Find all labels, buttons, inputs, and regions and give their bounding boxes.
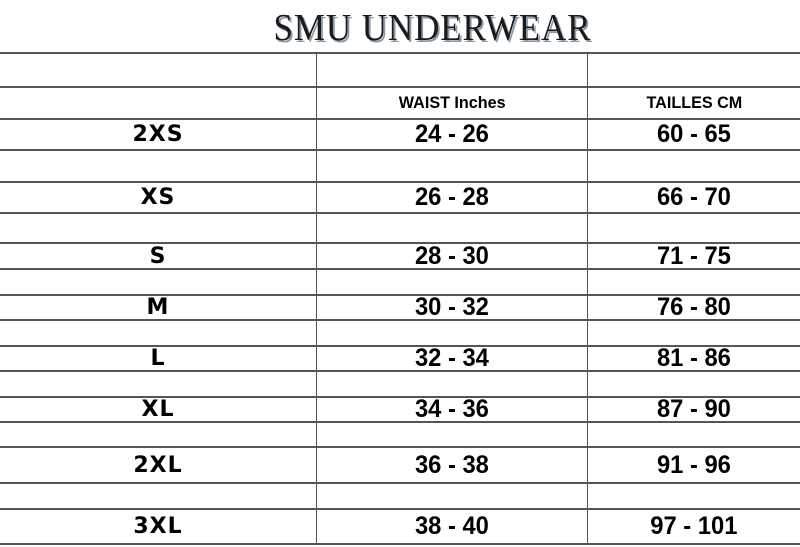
cell-waist: 24 - 26 xyxy=(317,119,587,150)
header-cm-label: TAILLES CM xyxy=(646,93,742,112)
column-divider xyxy=(316,53,317,545)
row-divider xyxy=(0,86,800,88)
cell-waist: 26 - 28 xyxy=(317,182,587,213)
size-value: M xyxy=(146,295,170,320)
waist-value: 26 - 28 xyxy=(415,183,489,211)
row-divider xyxy=(0,181,800,183)
cell-waist: 32 - 34 xyxy=(317,344,587,372)
size-value: XL xyxy=(141,397,175,422)
cell-cm: 76 - 80 xyxy=(588,293,800,321)
size-value: 2XL xyxy=(133,452,183,478)
size-value: XS xyxy=(140,185,176,210)
cell-cm: 66 - 70 xyxy=(588,182,800,213)
page-title: SMU UNDERWEAR xyxy=(273,7,592,49)
cm-value: 60 - 65 xyxy=(657,120,731,148)
column-divider xyxy=(587,53,588,545)
cell-size: 2XL xyxy=(0,447,316,483)
cell-size: S xyxy=(0,243,316,269)
row-divider xyxy=(0,396,800,398)
cell-size: XS xyxy=(0,182,316,213)
cell-size: L xyxy=(0,346,316,371)
size-value: S xyxy=(149,243,167,269)
row-divider xyxy=(0,118,800,120)
cell-size: M xyxy=(0,295,316,320)
cm-value: 91 - 96 xyxy=(657,450,731,479)
row-divider xyxy=(0,482,800,484)
cm-value: 66 - 70 xyxy=(657,183,731,211)
row-divider xyxy=(0,543,800,545)
cell-cm: 87 - 90 xyxy=(588,395,800,423)
row-divider xyxy=(0,370,800,372)
cell-cm: 60 - 65 xyxy=(588,119,800,150)
cm-value: 87 - 90 xyxy=(657,395,731,423)
cell-waist: 28 - 30 xyxy=(317,241,587,270)
cm-value: 81 - 86 xyxy=(657,344,731,372)
row-divider xyxy=(0,421,800,423)
row-divider xyxy=(0,149,800,151)
row-divider xyxy=(0,446,800,448)
cell-cm: 91 - 96 xyxy=(588,447,800,483)
header-waist: WAIST Inches xyxy=(317,87,587,119)
waist-value: 34 - 36 xyxy=(415,395,489,423)
cell-waist: 38 - 40 xyxy=(317,509,587,544)
size-value: 3XL xyxy=(133,514,183,539)
row-divider xyxy=(0,52,800,54)
waist-value: 36 - 38 xyxy=(415,450,489,479)
cell-cm: 71 - 75 xyxy=(588,241,800,270)
waist-value: 30 - 32 xyxy=(415,293,489,321)
cm-value: 76 - 80 xyxy=(657,293,731,321)
cm-value: 97 - 101 xyxy=(650,512,738,540)
size-value: 2XS xyxy=(132,122,184,147)
cell-size: 3XL xyxy=(0,509,316,544)
waist-value: 32 - 34 xyxy=(415,344,489,372)
cell-waist: 30 - 32 xyxy=(317,293,587,321)
row-divider xyxy=(0,294,800,296)
cell-waist: 36 - 38 xyxy=(317,447,587,483)
header-waist-label: WAIST Inches xyxy=(398,93,506,112)
waist-value: 28 - 30 xyxy=(415,241,489,270)
waist-value: 24 - 26 xyxy=(415,120,489,148)
cell-cm: 97 - 101 xyxy=(588,509,800,544)
row-divider xyxy=(0,345,800,347)
waist-value: 38 - 40 xyxy=(415,512,489,540)
cell-size: XL xyxy=(0,397,316,422)
cell-size: 2XS xyxy=(0,119,316,150)
row-divider xyxy=(0,508,800,510)
cell-cm: 81 - 86 xyxy=(588,344,800,372)
header-cm: TAILLES CM xyxy=(588,87,800,119)
row-divider xyxy=(0,268,800,270)
row-divider xyxy=(0,319,800,321)
cm-value: 71 - 75 xyxy=(657,241,731,270)
cell-waist: 34 - 36 xyxy=(317,395,587,423)
size-value: L xyxy=(150,346,166,371)
row-divider xyxy=(0,212,800,214)
row-divider xyxy=(0,242,800,244)
